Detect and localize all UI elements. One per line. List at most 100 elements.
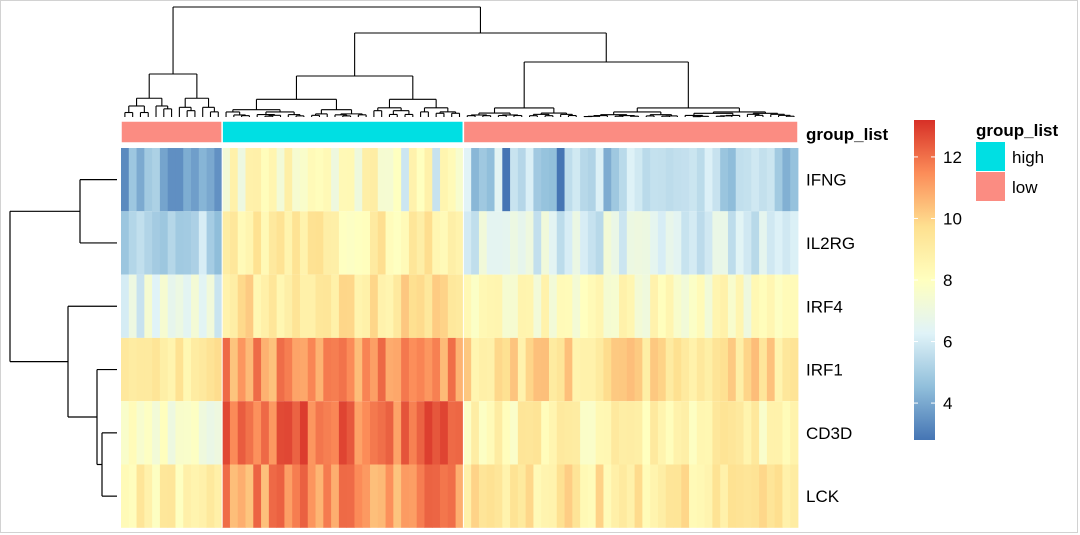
heatmap-cell — [517, 211, 527, 275]
group-annotation-bar — [120, 120, 799, 144]
heatmap-cell — [354, 401, 363, 465]
heatmap-cell — [292, 148, 301, 212]
heatmap-cell — [307, 211, 316, 275]
heatmap-cell — [261, 211, 270, 275]
heatmap-cell — [634, 337, 643, 402]
heatmap-cell — [408, 401, 418, 465]
heatmap-cell — [354, 148, 363, 212]
heatmap-cell — [619, 211, 628, 275]
heatmap-cell — [743, 464, 752, 528]
heatmap-cell — [370, 211, 379, 275]
heatmap-cell — [471, 401, 480, 465]
heatmap-cell — [556, 464, 565, 528]
heatmap-cell — [128, 401, 137, 465]
heatmap-cell — [759, 401, 768, 465]
heatmap-cell — [595, 464, 604, 528]
heatmap-cell — [432, 274, 441, 338]
heatmap-cell — [673, 464, 682, 528]
heatmap-cell — [292, 337, 301, 402]
heatmap-cell — [385, 148, 394, 212]
heatmap-cell — [611, 274, 620, 338]
heatmap-cell — [229, 464, 239, 528]
heatmap-cell — [510, 401, 519, 465]
heatmap-cell — [502, 211, 511, 275]
heatmap-cell — [696, 401, 706, 465]
heatmap-cell — [432, 211, 441, 275]
heatmap-cell — [626, 211, 635, 275]
heatmap-cell — [455, 337, 464, 402]
heatmap-cell — [144, 211, 153, 275]
heatmap-cell — [494, 211, 503, 275]
heatmap-cell — [517, 274, 527, 338]
heatmap-cell — [362, 464, 371, 528]
heatmap-cell — [447, 211, 457, 275]
heatmap-cell — [370, 464, 379, 528]
heatmap-cell — [292, 401, 301, 465]
heatmap-cell — [222, 211, 231, 275]
heatmap-cell — [751, 401, 760, 465]
heatmap-cell — [657, 401, 667, 465]
heatmap-cell — [237, 148, 246, 212]
heatmap-cell — [743, 274, 752, 338]
heatmap-cell — [517, 337, 527, 402]
heatmap-cell — [136, 464, 145, 528]
heatmap-cell — [152, 274, 161, 338]
heatmap-cell — [307, 274, 316, 338]
heatmap-cell — [455, 211, 464, 275]
heatmap-cell — [665, 211, 674, 275]
heatmap-cell — [681, 274, 690, 338]
heatmap-cell — [338, 274, 348, 338]
heatmap-cell — [276, 464, 285, 528]
heatmap-cell — [455, 464, 464, 528]
heatmap-cell — [424, 464, 433, 528]
heatmap-cell — [377, 148, 386, 212]
heatmap-cell — [696, 211, 706, 275]
heatmap-cell — [463, 274, 472, 338]
heatmap-cell — [790, 401, 799, 465]
heatmap-cell — [229, 148, 239, 212]
heatmap-cell — [759, 211, 768, 275]
heatmap-cell — [128, 211, 137, 275]
heatmap-cell — [502, 148, 511, 212]
heatmap-cell — [712, 211, 721, 275]
heatmap-cell — [572, 148, 581, 212]
heatmap-cell — [447, 401, 457, 465]
heatmap-cell — [642, 211, 651, 275]
heatmap-cell — [206, 464, 215, 528]
heatmap-cell — [525, 211, 534, 275]
heatmap-cell — [727, 337, 737, 402]
heatmap-cell — [229, 274, 239, 338]
annotation-label: group_list — [806, 125, 889, 144]
heatmap-cell — [463, 337, 472, 402]
heatmap-cell — [167, 211, 176, 275]
heatmap-cell — [393, 148, 402, 212]
heatmap-cell — [704, 337, 713, 402]
heatmap-cell — [136, 211, 145, 275]
color-tick-label: 8 — [943, 271, 952, 290]
heatmap-cell — [191, 211, 200, 275]
heatmap-cell — [370, 274, 379, 338]
heatmap-cell — [564, 211, 573, 275]
heatmap-cell — [486, 274, 495, 338]
heatmap-cell — [642, 274, 651, 338]
heatmap-cell — [440, 211, 449, 275]
heatmap-cell — [229, 337, 239, 402]
heatmap-cell — [206, 274, 215, 338]
heatmap-cell — [299, 401, 309, 465]
heatmap-cell — [354, 464, 363, 528]
heatmap-cell — [564, 148, 573, 212]
heatmap-cell — [681, 337, 690, 402]
heatmap-cell — [416, 274, 425, 338]
heatmap-cell — [362, 211, 371, 275]
heatmap-cell — [595, 211, 604, 275]
heatmap-cell — [315, 464, 324, 528]
heatmap-cell — [408, 148, 418, 212]
heatmap-cell — [696, 148, 706, 212]
heatmap-cell — [175, 464, 184, 528]
heatmap-cell — [424, 401, 433, 465]
heatmap-cell — [665, 337, 674, 402]
heatmap-cell — [408, 274, 418, 338]
row-label-lck: LCK — [806, 487, 840, 506]
heatmap-cell — [440, 274, 449, 338]
